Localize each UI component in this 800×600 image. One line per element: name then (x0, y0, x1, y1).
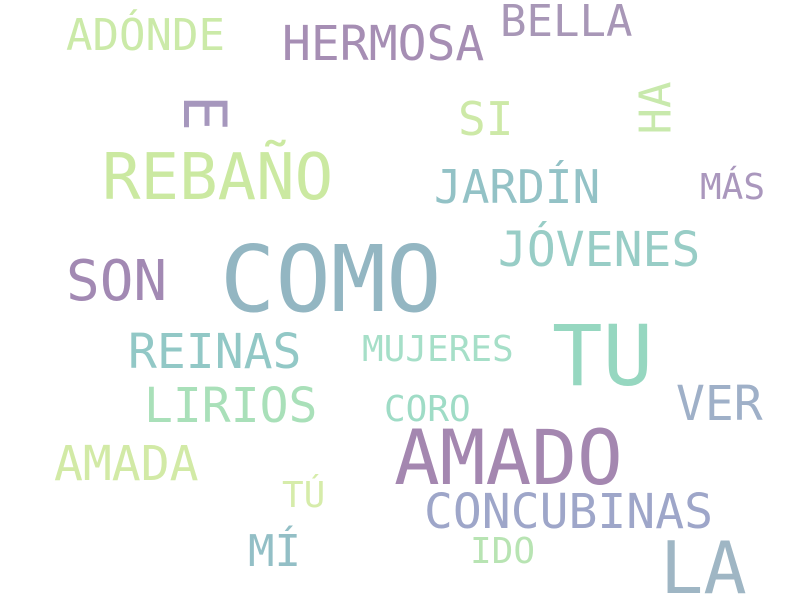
word-mi: MÍ (248, 526, 301, 577)
word-ha: HA (630, 81, 682, 135)
word-ver: VER (676, 376, 763, 432)
word-como: COMO (220, 226, 442, 333)
word-adonde: ADÓNDE (66, 10, 225, 61)
word-si: SI (458, 92, 514, 146)
word-amada: AMADA (54, 436, 199, 492)
word-son: SON (66, 249, 168, 314)
word-jardin: JARDÍN (434, 160, 601, 214)
word-coro: CORO (384, 389, 471, 430)
word-tu-accented: TÚ (282, 475, 326, 516)
word-la: LA (660, 526, 747, 600)
word-lirios: LIRIOS (144, 378, 318, 434)
word-mas: MÁS (700, 167, 766, 208)
word-reinas: REINAS (128, 324, 302, 380)
word-ido: IDO (470, 531, 536, 572)
word-mujeres: MUJERES (362, 329, 514, 370)
word-jovenes: JÓVENES (498, 222, 701, 278)
word-bella: BELLA (500, 0, 633, 47)
word-e: E (169, 94, 240, 132)
word-tu: TU (552, 307, 654, 405)
word-hermosa: HERMOSA (282, 16, 485, 72)
word-rebano: REBAÑO (102, 141, 334, 215)
word-amado: AMADO (394, 413, 623, 502)
word-concubinas: CONCUBINAS (424, 484, 713, 540)
